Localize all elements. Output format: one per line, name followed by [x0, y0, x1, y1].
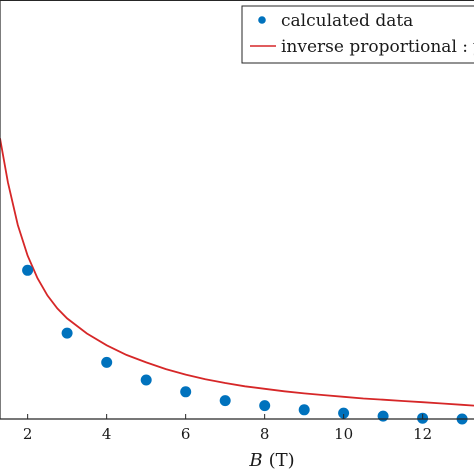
x-axis-unit: (T)	[269, 450, 295, 471]
x-tick-label: 8	[260, 425, 270, 443]
x-tick-label: 12	[413, 425, 432, 443]
xtick-layer: 2 4 6 8 10 12	[23, 414, 432, 443]
legend-box	[241, 5, 474, 64]
x-tick-label: 4	[102, 425, 112, 443]
legend-marker-calculated-data	[258, 16, 266, 24]
data-point	[259, 400, 271, 412]
axis-layer	[0, 0, 474, 420]
legend-label-calculated-data: calculated data	[281, 11, 413, 31]
legend-label-inverse-proportional: inverse proportional : y	[281, 37, 474, 57]
data-point	[101, 356, 113, 368]
data-point	[219, 395, 231, 407]
inverse-proportional-curve	[0, 138, 474, 407]
data-point	[377, 410, 389, 422]
x-axis-variable: B	[248, 450, 262, 471]
data-point	[140, 374, 152, 386]
data-point	[22, 264, 34, 276]
x-tick-label: 2	[23, 425, 33, 443]
data-point	[298, 404, 310, 416]
data-point	[338, 407, 350, 419]
data-point	[180, 386, 192, 398]
legend: calculated data inverse proportional : y	[241, 5, 474, 64]
x-tick-label: 10	[334, 425, 353, 443]
x-tick-label: 6	[181, 425, 191, 443]
x-axis-label: B (T)	[248, 450, 294, 471]
curve-layer	[0, 138, 474, 407]
data-point	[61, 327, 73, 339]
